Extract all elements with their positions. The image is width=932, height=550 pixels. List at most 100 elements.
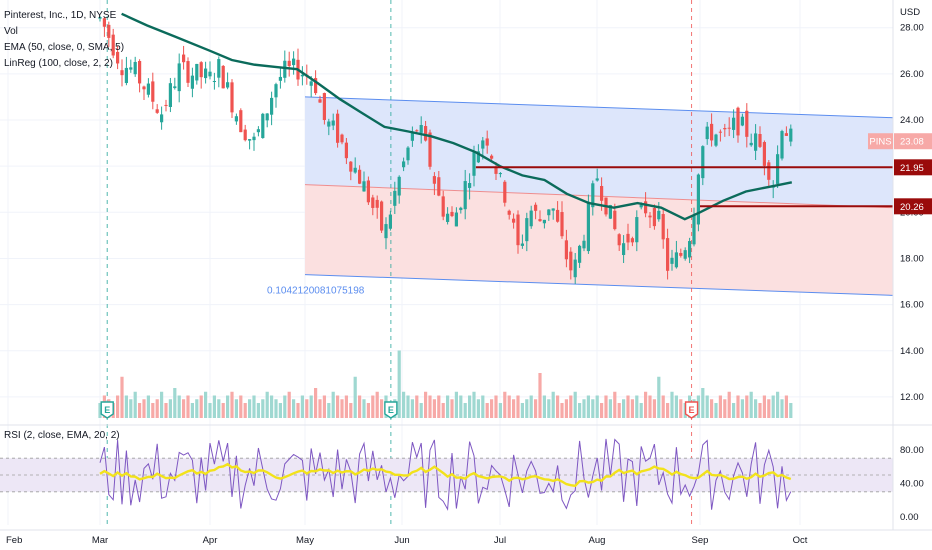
- candle-body: [138, 60, 142, 84]
- candle-body: [683, 250, 687, 259]
- ema-label[interactable]: EMA (50, close, 0, SMA, 5): [4, 42, 125, 53]
- linreg-label[interactable]: LinReg (100, close, 2, 2): [4, 58, 113, 69]
- candle-body: [327, 121, 331, 127]
- last-price-tag-bg: [894, 133, 932, 150]
- candle-body: [551, 208, 555, 211]
- candle-body: [494, 167, 498, 174]
- candle-body: [177, 63, 181, 92]
- volume-bar: [129, 399, 133, 418]
- earnings-marker-label: E: [388, 405, 394, 415]
- candle-body: [569, 251, 573, 271]
- price-tick: 24.00: [900, 115, 924, 126]
- volume-bar: [727, 391, 731, 418]
- volume-bar: [349, 403, 353, 418]
- candle-body: [120, 70, 124, 76]
- volume-bar: [428, 395, 432, 418]
- volume-bar: [450, 399, 454, 418]
- candle-body: [481, 140, 485, 149]
- candle-body: [98, 17, 102, 19]
- candle-body: [366, 180, 370, 203]
- volume-bar: [133, 391, 137, 418]
- candle-body: [776, 154, 780, 184]
- candle-body: [454, 212, 458, 227]
- volume-bar: [309, 395, 313, 418]
- price-tick: 12.00: [900, 392, 924, 403]
- candle-body: [384, 224, 388, 239]
- volume-bar: [547, 399, 551, 418]
- volume-bar: [714, 403, 718, 418]
- candle-body: [292, 58, 296, 66]
- month-tick: Jul: [494, 535, 506, 546]
- volume-bar: [556, 395, 560, 418]
- candle-body: [591, 183, 595, 208]
- candle-body: [679, 253, 683, 256]
- candle-body: [199, 62, 203, 78]
- candle-body: [344, 142, 348, 159]
- candle-body: [780, 131, 784, 159]
- candle-body: [586, 201, 590, 252]
- volume-bar: [723, 399, 727, 418]
- candle-body: [393, 190, 397, 206]
- volume-bar: [366, 403, 370, 418]
- vol-label[interactable]: Vol: [4, 26, 18, 37]
- candle-body: [406, 147, 410, 161]
- candle-body: [600, 185, 604, 201]
- symbol-title[interactable]: Pinterest, Inc., 1D, NYSE: [4, 10, 117, 21]
- level-tag-bg: [894, 198, 932, 215]
- candle-body: [142, 86, 146, 90]
- volume-bar: [256, 403, 260, 418]
- price-tick: 18.00: [900, 253, 924, 264]
- candle-body: [754, 133, 758, 151]
- volume-bar: [767, 399, 771, 418]
- volume-bar: [622, 399, 626, 418]
- volume-bar: [586, 395, 590, 418]
- volume-bar: [380, 399, 384, 418]
- month-tick: Oct: [793, 535, 808, 546]
- volume-bar: [353, 376, 357, 418]
- candle-body: [234, 116, 238, 122]
- volume-bar: [362, 399, 366, 418]
- candle-body: [283, 60, 287, 78]
- volume-bar: [208, 403, 212, 418]
- volume-bar: [441, 403, 445, 418]
- candle-body: [111, 34, 115, 56]
- candle-body: [573, 259, 577, 278]
- candle-body: [190, 75, 194, 89]
- volume-bar: [230, 391, 234, 418]
- candle-body: [410, 132, 414, 141]
- volume-bar: [261, 399, 265, 418]
- volume-bar: [322, 395, 326, 418]
- volume-bar: [199, 395, 203, 418]
- volume-bar: [789, 403, 793, 418]
- candle-body: [124, 67, 128, 84]
- volume-bar: [525, 399, 529, 418]
- rsi-label[interactable]: RSI (2, close, EMA, 20, 2): [4, 430, 120, 441]
- candle-body: [701, 146, 705, 179]
- candle-body: [674, 252, 678, 268]
- volume-bar: [283, 395, 287, 418]
- candle-body: [710, 123, 714, 141]
- volume-bar: [498, 403, 502, 418]
- level-tag: 20.26: [900, 202, 924, 213]
- volume-bar: [182, 399, 186, 418]
- volume-bar: [138, 403, 142, 418]
- candle-body: [529, 210, 533, 227]
- volume-bar: [177, 395, 181, 418]
- volume-bar: [613, 391, 617, 418]
- volume-bar: [336, 395, 340, 418]
- volume-bar: [292, 399, 296, 418]
- candle-body: [151, 81, 155, 102]
- candle-body: [415, 130, 419, 132]
- earnings-marker: [684, 401, 699, 419]
- rsi-pane: [0, 424, 932, 511]
- volume-bar: [512, 399, 516, 418]
- month-tick: Apr: [203, 535, 218, 546]
- volume-bar: [146, 395, 150, 418]
- candle-body: [727, 127, 731, 129]
- candle-body: [476, 151, 480, 163]
- candle-body: [375, 199, 379, 208]
- candle-body: [666, 238, 670, 271]
- volume-bar: [173, 388, 177, 418]
- candle-body: [230, 82, 234, 113]
